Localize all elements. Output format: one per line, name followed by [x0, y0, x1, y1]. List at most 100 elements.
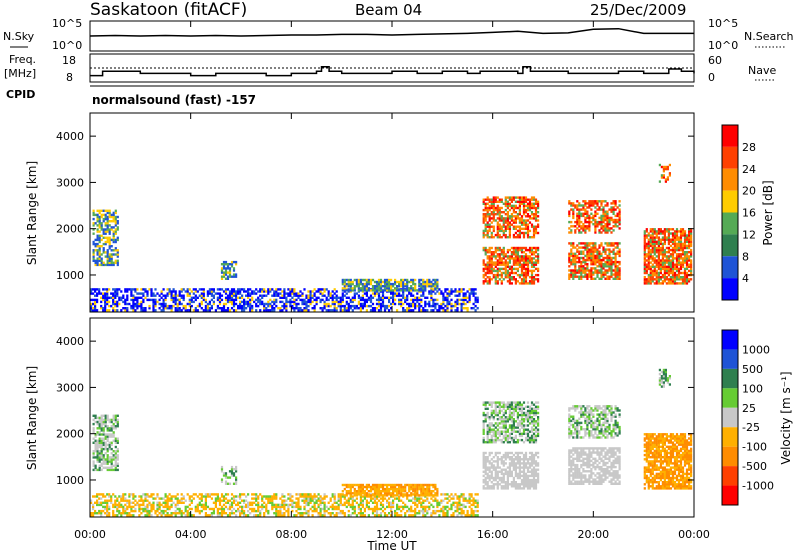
- range-cell: [608, 275, 611, 278]
- range-cell: [450, 507, 453, 511]
- range-cell: [685, 276, 689, 279]
- range-cell: [355, 304, 358, 308]
- range-cell: [400, 280, 403, 284]
- range-cell: [598, 208, 601, 211]
- range-cell: [214, 493, 217, 496]
- range-cell: [116, 236, 119, 239]
- range-cell: [645, 267, 648, 271]
- range-cell: [251, 309, 254, 312]
- range-cell: [377, 300, 381, 304]
- range-cell: [668, 163, 671, 167]
- range-cell: [361, 307, 364, 310]
- range-cell: [673, 267, 677, 271]
- range-cell: [534, 273, 538, 277]
- range-cell: [303, 300, 306, 304]
- range-cell: [572, 275, 575, 278]
- range-cell: [496, 261, 499, 264]
- range-cell: [152, 503, 155, 507]
- range-cell: [462, 497, 465, 500]
- range-cell: [245, 294, 248, 297]
- range-cell: [663, 248, 666, 252]
- range-cell: [261, 296, 264, 299]
- range-cell: [653, 228, 656, 231]
- range-cell: [323, 294, 326, 297]
- range-cell: [192, 300, 195, 304]
- range-cell: [476, 307, 479, 310]
- range-cell: [273, 292, 276, 295]
- range-cell: [534, 225, 538, 228]
- range-cell: [520, 278, 524, 281]
- range-cell: [148, 514, 151, 517]
- range-cell: [351, 507, 354, 511]
- range-cell: [363, 509, 366, 513]
- range-cell: [506, 265, 509, 268]
- range-cell: [430, 304, 433, 308]
- range-cell: [506, 271, 509, 275]
- range-cell: [128, 288, 131, 291]
- range-cell: [232, 290, 236, 293]
- range-cell: [482, 273, 485, 277]
- range-cell: [502, 278, 505, 281]
- range-cell: [524, 225, 528, 228]
- range-cell: [486, 276, 489, 279]
- noise-panel: N.Sky 10^5 10^0 10^5 10^0 N.Search: [3, 17, 794, 52]
- range-cell: [100, 427, 103, 430]
- range-cell: [510, 255, 513, 258]
- range-cell: [498, 253, 501, 256]
- range-cell: [578, 212, 581, 215]
- range-cell: [394, 512, 397, 515]
- range-cell: [228, 296, 232, 299]
- range-cell: [649, 242, 652, 246]
- range-cell: [297, 493, 300, 496]
- range-cell: [289, 493, 292, 496]
- range-cell: [110, 427, 113, 430]
- range-cell: [168, 497, 171, 500]
- range-cell: [612, 260, 615, 264]
- range-cell: [158, 307, 161, 310]
- range-cell: [502, 202, 505, 205]
- range-cell: [402, 294, 405, 297]
- range-cell: [168, 507, 171, 511]
- range-cell: [130, 288, 133, 291]
- range-cell: [683, 236, 687, 239]
- range-cell: [138, 296, 141, 299]
- range-cell: [612, 263, 615, 266]
- range-cell: [496, 217, 499, 220]
- range-cell: [110, 215, 113, 219]
- range-cell: [488, 206, 491, 210]
- range-cell: [257, 304, 260, 308]
- range-cell: [271, 507, 274, 511]
- range-cell: [647, 232, 650, 235]
- range-cell: [283, 512, 286, 515]
- range-cell: [608, 254, 611, 258]
- colorbar-swatch: [722, 212, 738, 235]
- range-cell: [235, 273, 238, 276]
- range-cell: [592, 263, 595, 266]
- range-cell: [198, 509, 201, 513]
- range-cell: [394, 292, 397, 295]
- range-cell: [365, 280, 368, 284]
- range-cell: [110, 456, 113, 459]
- range-cell: [150, 507, 153, 511]
- range-cell: [94, 245, 97, 248]
- range-cell: [528, 251, 532, 254]
- range-cell: [94, 464, 97, 467]
- range-cell: [251, 290, 254, 293]
- range-cell: [663, 251, 666, 254]
- range-cell: [598, 254, 601, 258]
- range-cell: [392, 298, 395, 302]
- range-cell: [283, 294, 286, 297]
- range-cell: [188, 514, 191, 517]
- range-cell: [688, 232, 691, 235]
- range-cell: [98, 443, 101, 447]
- range-cell: [394, 497, 397, 500]
- range-cell: [442, 307, 445, 310]
- range-cell: [690, 269, 693, 273]
- range-cell: [176, 497, 179, 500]
- range-cell: [271, 288, 274, 291]
- range-cell: [402, 302, 405, 306]
- range-cell: [261, 503, 264, 507]
- range-cell: [106, 211, 109, 215]
- range-cell: [222, 507, 226, 511]
- range-cell: [420, 289, 423, 292]
